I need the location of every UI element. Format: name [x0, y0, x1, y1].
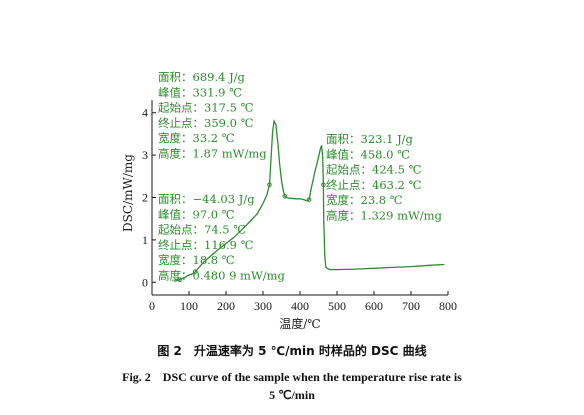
y-tick-label: 0 [142, 275, 148, 289]
annotation-line: 高度：0.480 9 mW/mg [158, 269, 286, 283]
annotation-block-peak3: 面积：−44.03 J/g峰值：97.0 ℃ 起始点：74.5 ℃终止点：116.… [158, 192, 286, 283]
chart-markers [177, 182, 326, 283]
annotation-line: 峰值：331.9 ℃ [158, 85, 242, 99]
annotation-line: 面积：−44.03 J/g [158, 192, 255, 206]
x-tick-label: 500 [328, 299, 346, 313]
chart-axes: 0 100 200 300 400 500 600 700 800 0 1 2 3 4 [142, 100, 457, 313]
annotation-line: 起始点：424.5 ℃ [326, 163, 422, 177]
curve-marker-point [267, 182, 272, 188]
figure-caption-english-line2: 5 ℃/min [269, 388, 315, 402]
annotation-line: 宽度：23.8 ℃ [326, 193, 403, 207]
annotation-line: 终止点：116.9 ℃ [158, 238, 254, 252]
x-tick-label: 200 [217, 299, 235, 313]
annotation-block-peak2: 面积：323.1 J/g峰值：458.0 ℃ 起始点：424.5 ℃终止点：463… [326, 132, 443, 223]
curve-marker-point [192, 269, 198, 274]
chart-curves [174, 119, 445, 283]
x-tick-label: 400 [291, 299, 309, 313]
annotation-line: 起始点：317.5 ℃ [158, 101, 254, 115]
curve-marker-point [177, 277, 182, 283]
annotation-line: 高度：1.329 mW/mg [326, 209, 443, 223]
figure-caption-chinese: 图 2 升温速率为 5 ℃/min 时样品的 DSC 曲线 [157, 344, 427, 358]
x-tick-label: 300 [254, 299, 272, 313]
y-tick-label: 3 [142, 148, 148, 162]
y-tick-label: 4 [142, 106, 148, 120]
dsc-chart: 0 100 200 300 400 500 600 700 800 0 1 2 3 4 面积：689.4 … [121, 70, 457, 331]
curve-marker-point [282, 193, 288, 199]
x-tick-label: 800 [439, 299, 457, 313]
chart-annotations: 面积：689.4 J/g峰值：331.9 ℃ 起始点：317.5 ℃终止点：359… [158, 70, 443, 283]
curve-marker-point [306, 197, 312, 202]
annotation-line: 面积：689.4 J/g [158, 70, 246, 84]
annotation-line: 宽度：18.8 ℃ [158, 253, 235, 267]
x-tick-label: 100 [180, 299, 198, 313]
annotation-line: 起始点：74.5 ℃ [158, 223, 246, 237]
annotation-line: 高度：1.87 mW/mg [158, 147, 267, 161]
annotation-line: 峰值：458.0 ℃ [326, 147, 410, 161]
curve-marker-point [321, 182, 326, 188]
y-tick-label: 2 [142, 191, 148, 205]
annotation-line: 面积：323.1 J/g [326, 132, 414, 146]
x-axis-label: 温度/℃ [279, 316, 320, 331]
y-tick-label: 1 [142, 233, 148, 247]
annotation-block-peak1: 面积：689.4 J/g峰值：331.9 ℃ 起始点：317.5 ℃终止点：359… [158, 70, 267, 161]
annotation-line: 峰值：97.0 ℃ [158, 207, 235, 221]
x-tick-label: 600 [365, 299, 383, 313]
annotation-line: 终止点：359.0 ℃ [158, 116, 254, 130]
y-axis-label: DSC/mW/mg [121, 154, 135, 232]
dsc-curve-series [174, 119, 445, 283]
x-tick-label: 700 [402, 299, 420, 313]
figure-caption-english-line1: Fig. 2 DSC curve of the sample when the … [122, 370, 462, 384]
x-tick-label: 0 [149, 299, 155, 313]
annotation-line: 宽度：33.2 ℃ [158, 131, 235, 145]
annotation-line: 终止点：463.2 ℃ [326, 178, 422, 192]
